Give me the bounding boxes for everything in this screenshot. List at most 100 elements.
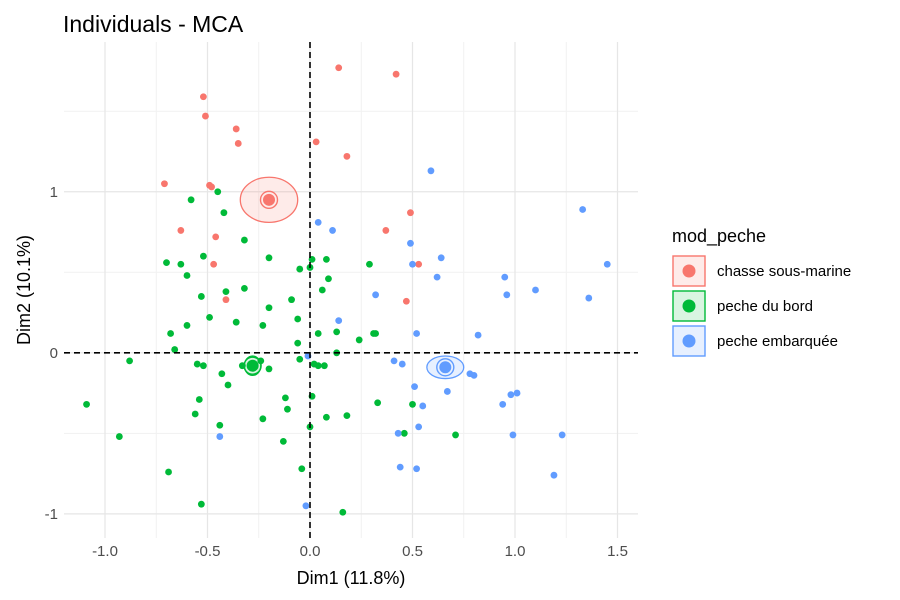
data-point [177,260,185,268]
data-point [259,322,267,329]
data-point [427,167,435,175]
data-point [329,227,336,234]
data-point [499,400,507,408]
data-point [407,239,414,247]
legend-key-point [682,264,696,278]
data-point [507,391,515,399]
legend-item: peche du bord [672,290,813,322]
data-point [171,346,179,353]
legend-key-point [682,299,696,313]
data-point [302,502,310,510]
data-point [294,315,302,323]
y-axis-title: Dim2 (10.1%) [14,235,34,345]
data-point [83,400,90,408]
data-point [206,313,213,321]
x-tick-label: -0.5 [195,543,221,560]
data-point [409,400,416,408]
x-tick-label: -1.0 [92,543,118,560]
data-point [197,500,205,508]
data-point [320,362,328,370]
data-point [402,297,410,305]
data-point [234,140,242,147]
data-point [232,318,240,326]
data-point [259,415,267,423]
x-tick-label: 0.0 [300,543,321,560]
data-point [296,265,304,273]
x-tick-label: 1.5 [607,543,628,560]
data-point [265,365,273,373]
minor-grid [64,42,638,538]
data-point [558,431,566,439]
data-point [183,272,191,279]
legend-label: chasse sous-marine [717,263,851,280]
centroid-ring [436,358,455,377]
data-point [503,291,511,299]
data-point [437,254,445,262]
data-point [409,260,416,268]
data-point [161,180,168,188]
data-point [532,286,539,294]
data-point [222,288,230,296]
data-point [202,112,209,120]
data-point [224,381,232,389]
data-point [415,423,423,431]
data-point [200,93,207,101]
data-point [296,355,304,363]
group-centroids [243,190,455,377]
legend-title: mod_peche [672,226,766,247]
data-point [191,410,199,418]
data-point [400,429,408,437]
data-point [222,296,230,304]
data-point [183,322,191,329]
data-point [241,236,248,244]
data-point [366,260,373,268]
legend-item: peche embarquée [672,325,838,357]
y-tick-label: -1 [45,506,58,523]
data-point [419,402,427,410]
data-point [279,437,287,445]
data-point [323,413,330,421]
data-point [382,227,390,234]
data-point [165,468,172,476]
centroid-ring [243,356,262,375]
data-point [394,429,402,437]
data-point [470,371,478,379]
data-point [579,206,587,213]
data-point [288,296,295,304]
data-point [265,254,273,262]
data-point [216,433,224,440]
legend: mod_peche chasse sous-marine peche du bor… [672,226,851,357]
data-point [212,233,220,241]
data-point [163,259,170,267]
data-point [325,275,332,283]
data-point [398,360,406,368]
data-point [390,357,398,365]
data-point [314,218,322,226]
data-point [603,260,611,268]
data-point [187,196,195,204]
y-tick-label: 0 [50,345,58,362]
x-tick-label: 0.5 [402,543,423,560]
data-point [284,405,291,413]
data-point [411,383,418,391]
x-axis-ticks: -1.0 -0.5 0.0 0.5 1.0 1.5 [92,543,628,560]
data-point [335,317,343,324]
data-point [294,339,302,347]
x-tick-label: 1.0 [505,543,526,560]
y-axis-ticks: -1 0 1 [45,184,58,523]
data-point [257,357,265,365]
data-point [167,330,175,337]
data-point [232,125,240,133]
data-point [195,396,203,403]
data-point [474,331,482,339]
centroid-ring [259,190,279,210]
data-point [314,330,322,337]
centroid-point [439,361,452,374]
chart-title: Individuals - MCA [63,11,244,37]
data-point [323,256,330,263]
legend-key-point [682,334,696,348]
data-point [298,465,306,473]
data-point [343,412,351,420]
data-point [501,273,509,281]
